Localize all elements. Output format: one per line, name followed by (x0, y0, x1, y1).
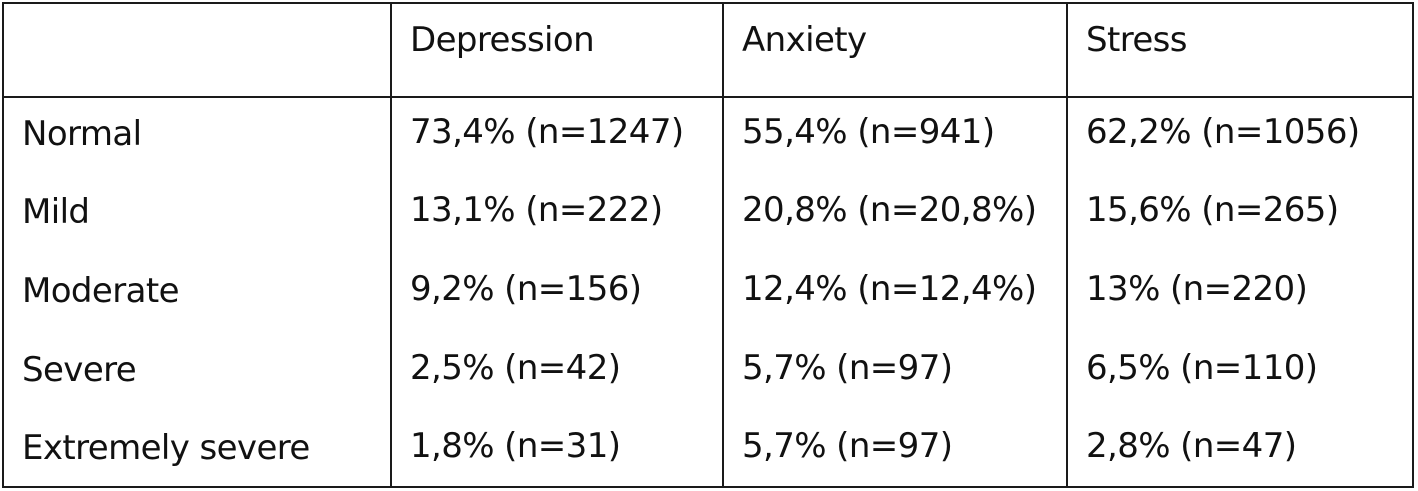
cell-depression-extremely-severe: 1,8% (n=31) (410, 426, 621, 466)
row-label-extremely-severe: Extremely severe (22, 428, 310, 468)
header-stress: Stress (1086, 20, 1187, 60)
cell-depression-moderate: 9,2% (n=156) (410, 269, 642, 309)
row-label-severe: Severe (22, 350, 137, 390)
column-divider (722, 4, 724, 486)
cell-stress-normal: 62,2% (n=1056) (1086, 112, 1360, 152)
cell-anxiety-severe: 5,7% (n=97) (742, 348, 953, 388)
cell-stress-extremely-severe: 2,8% (n=47) (1086, 426, 1297, 466)
cell-anxiety-moderate: 12,4% (n=12,4%) (742, 269, 1037, 309)
cell-anxiety-mild: 20,8% (n=20,8%) (742, 190, 1037, 230)
cell-depression-severe: 2,5% (n=42) (410, 348, 621, 388)
cell-depression-mild: 13,1% (n=222) (410, 190, 663, 230)
cell-stress-mild: 15,6% (n=265) (1086, 190, 1339, 230)
cell-stress-moderate: 13% (n=220) (1086, 269, 1308, 309)
header-depression: Depression (410, 20, 595, 60)
row-label-mild: Mild (22, 192, 90, 232)
table-header-row (4, 4, 1412, 98)
cell-anxiety-extremely-severe: 5,7% (n=97) (742, 426, 953, 466)
column-divider (1066, 4, 1068, 486)
cell-stress-severe: 6,5% (n=110) (1086, 348, 1318, 388)
row-label-moderate: Moderate (22, 271, 180, 311)
cell-depression-normal: 73,4% (n=1247) (410, 112, 684, 152)
cell-anxiety-normal: 55,4% (n=941) (742, 112, 995, 152)
row-label-normal: Normal (22, 114, 142, 154)
column-divider (390, 4, 392, 486)
header-anxiety: Anxiety (742, 20, 867, 60)
